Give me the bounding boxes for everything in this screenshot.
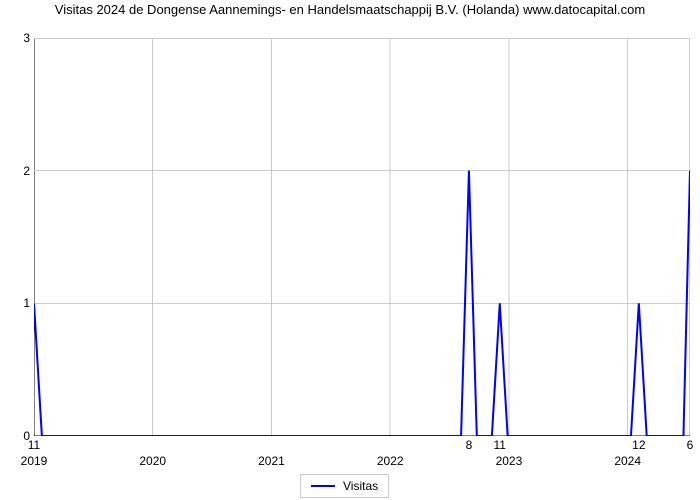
x-spike-label: 11 xyxy=(494,438,506,452)
x-year-label: 2019 xyxy=(21,454,48,468)
x-year-label: 2024 xyxy=(614,454,641,468)
chart-container: { "chart": { "type": "line", "title": "V… xyxy=(0,0,700,500)
x-year-label: 2021 xyxy=(258,454,285,468)
legend-swatch xyxy=(311,485,335,487)
x-year-label: 2022 xyxy=(377,454,404,468)
x-year-label: 2023 xyxy=(496,454,523,468)
y-tick-label: 2 xyxy=(10,164,30,178)
chart-title: Visitas 2024 de Dongense Aannemings- en … xyxy=(0,2,700,18)
legend-label: Visitas xyxy=(343,479,378,493)
plot-area xyxy=(34,38,690,436)
y-tick-label: 3 xyxy=(10,31,30,45)
x-year-label: 2020 xyxy=(139,454,166,468)
x-spike-label: 12 xyxy=(632,438,645,452)
y-tick-label: 1 xyxy=(10,296,30,310)
x-spike-label: 8 xyxy=(466,438,473,452)
legend: Visitas xyxy=(300,474,389,498)
x-spike-label: 11 xyxy=(28,438,40,452)
x-spike-label: 6 xyxy=(687,438,694,452)
